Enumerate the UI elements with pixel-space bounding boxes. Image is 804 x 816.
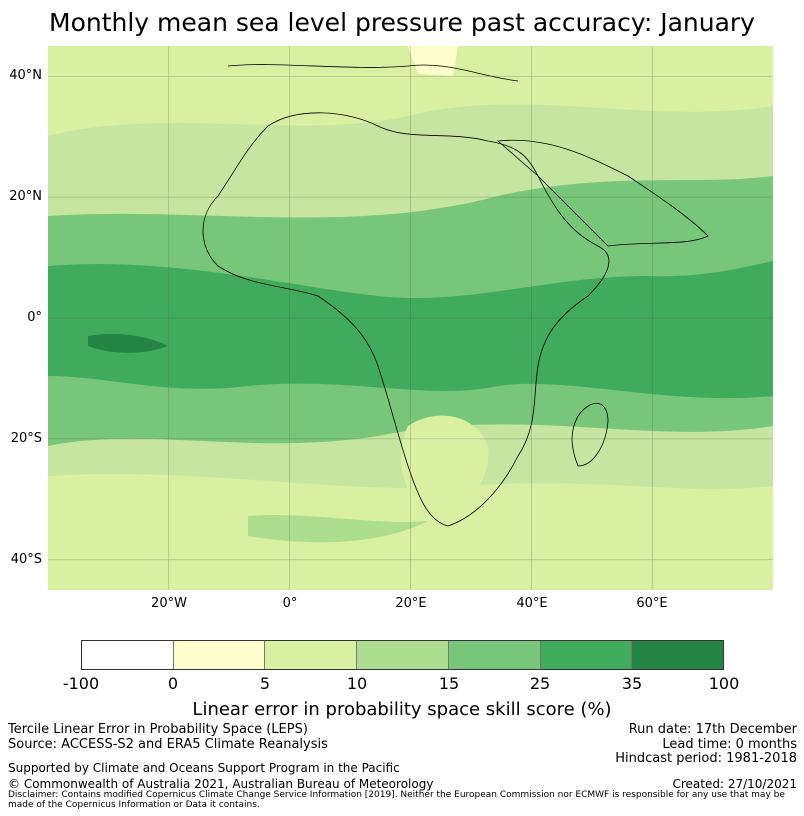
graticule (48, 46, 773, 590)
colorbar-segment-0 (82, 641, 174, 669)
south-patch (248, 514, 428, 543)
skill-score-map[interactable] (48, 46, 773, 590)
africa-coastline (202, 112, 610, 527)
lon-tick-60e: 60°E (636, 596, 668, 611)
europe-coastline (227, 64, 519, 82)
lon-tick-40e: 40°E (516, 596, 548, 611)
colorbar-segment-4 (448, 641, 541, 669)
chart-title: Monthly mean sea level pressure past acc… (49, 8, 755, 37)
map-canvas (48, 46, 773, 590)
footer-hindcast: Hindcast period: 1981-2018 (615, 751, 797, 766)
footer-lead-time: Lead time: 0 months (662, 737, 797, 752)
footer-method: Tercile Linear Error in Probability Spac… (8, 722, 308, 737)
colorbar-label-5: 25 (529, 674, 551, 693)
colorbar-label-1: 0 (167, 674, 179, 693)
footer-source: Source: ACCESS-S2 and ERA5 Climate Reana… (8, 737, 328, 752)
colorbar-label-4: 15 (438, 674, 460, 693)
colorbar-label-2: 5 (259, 674, 271, 693)
lat-tick-40n: 40°N (9, 68, 42, 83)
colorbar-label-3: 10 (346, 674, 368, 693)
colorbar-segment-5 (540, 641, 633, 669)
colorbar-segment-2 (265, 641, 358, 669)
colorbar-segment-1 (173, 641, 266, 669)
lat-tick-40s: 40°S (10, 552, 42, 567)
colorbar-segment-3 (357, 641, 449, 669)
colorbar-title: Linear error in probability space skill … (192, 699, 612, 720)
colorbar-label-7: 100 (708, 674, 740, 693)
lon-tick-0: 0° (282, 596, 298, 611)
footer-run-date: Run date: 17th December (628, 722, 797, 737)
lat-tick-20n: 20°N (9, 189, 42, 204)
colorbar-label-6: 35 (621, 674, 643, 693)
lat-tick-20s: 20°S (10, 431, 42, 446)
colorbar (81, 640, 724, 670)
lon-tick-20e: 20°E (395, 596, 427, 611)
disclaimer: Disclaimer: Contains modified Copernicus… (8, 790, 785, 810)
arabia-coastline (497, 139, 709, 247)
mediterranean-patch (408, 46, 458, 76)
lon-tick-20w: 20°W (151, 596, 187, 611)
colorbar-segment-6 (632, 641, 724, 669)
colorbar-label-0: -100 (62, 674, 100, 693)
high-skill-patch (88, 334, 168, 353)
footer-support: Supported by Climate and Oceans Support … (8, 761, 400, 775)
lat-tick-0: 0° (27, 310, 42, 325)
footer-created: Created: 27/10/2021 (672, 777, 797, 791)
footer-copyright: © Commonwealth of Australia 2021, Austra… (8, 777, 434, 791)
